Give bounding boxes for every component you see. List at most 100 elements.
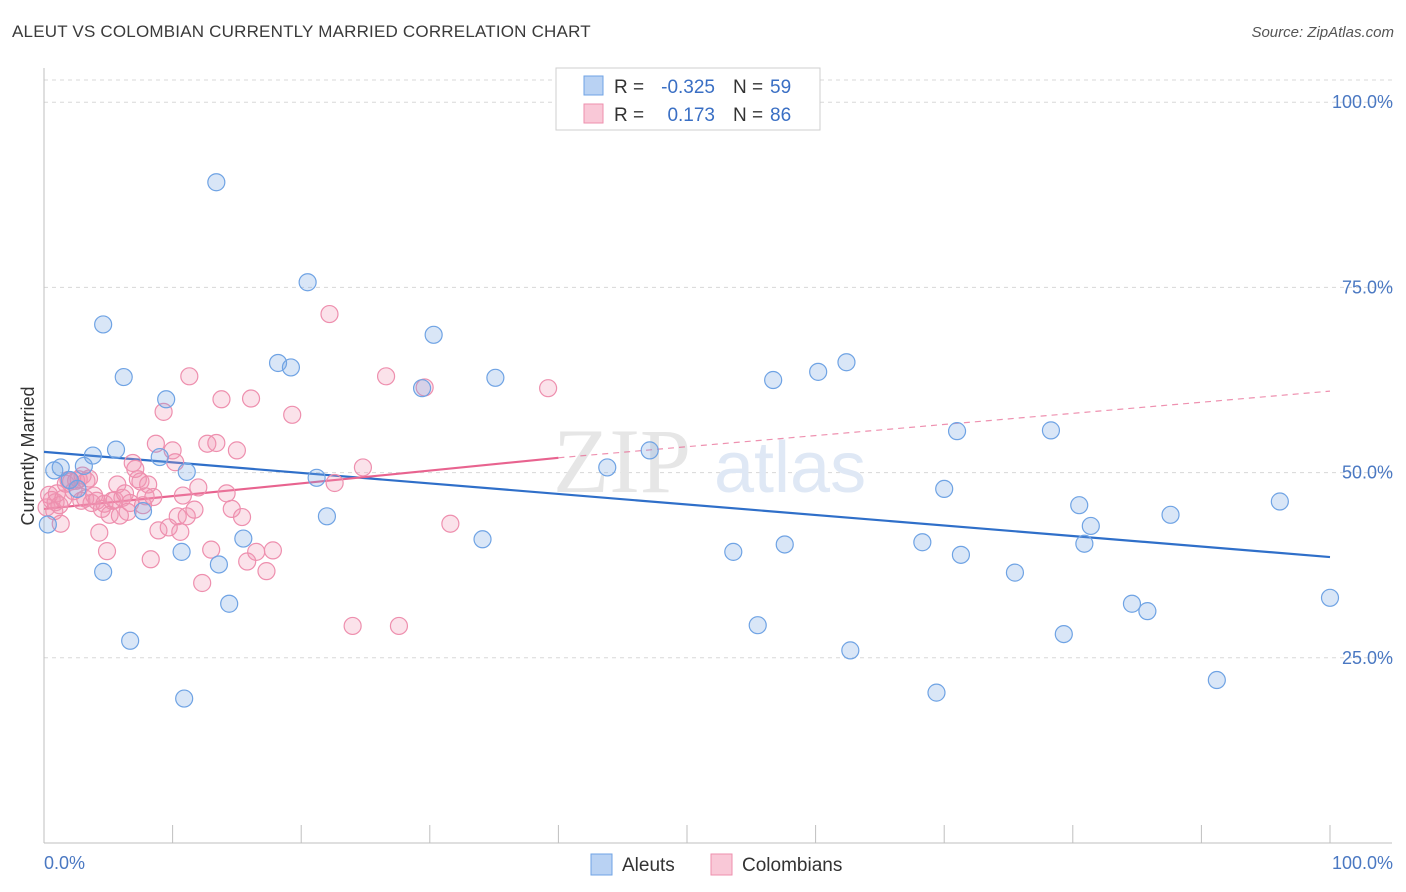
aleut-point	[157, 390, 176, 409]
colombian-point	[180, 367, 199, 386]
stats-legend: R = -0.325 N = 59 R = 0.173 N = 86	[555, 67, 821, 131]
x-tick-label-max: 100.0%	[1332, 853, 1393, 873]
aleut-point	[94, 315, 113, 334]
series-legend-swatch-colombian	[710, 853, 733, 876]
legend-aleut-r-label: R =	[614, 77, 644, 98]
tick-labels: 25.0% 50.0% 75.0% 100.0% 0.0% 100.0%	[44, 92, 1393, 873]
colombian-point	[257, 562, 276, 581]
aleut-point	[1207, 670, 1226, 690]
aleut-point	[83, 446, 102, 465]
colombian-point	[193, 573, 212, 593]
legend-colombian-r-label: R =	[614, 105, 644, 126]
y-tick-label-100: 100.0%	[1332, 92, 1393, 112]
aleut-point	[412, 379, 432, 398]
aleut-point	[68, 479, 87, 499]
legend-swatch-aleut	[583, 75, 604, 96]
series-legend-colombian-label: Colombians	[742, 855, 842, 876]
aleut-point	[1270, 492, 1289, 511]
aleut-point	[150, 447, 169, 467]
aleut-point	[51, 458, 70, 477]
colombian-point	[173, 486, 192, 505]
colombian-point	[241, 389, 261, 408]
aleut-point	[775, 535, 794, 554]
aleut-point	[234, 529, 253, 548]
aleut-point	[473, 530, 492, 549]
aleut-point	[209, 555, 228, 574]
colombian-point	[144, 487, 163, 507]
aleut-point	[809, 362, 828, 381]
colombian-point	[343, 616, 362, 636]
aleut-point	[207, 173, 226, 192]
colombian-point	[171, 522, 190, 541]
colombian-point	[207, 433, 226, 453]
aleut-point	[1075, 534, 1094, 553]
legend-aleut-n-label: N =	[733, 77, 763, 98]
aleut-point	[281, 358, 301, 377]
aleut-point	[121, 631, 140, 650]
source-label: Source: ZipAtlas.com	[1251, 24, 1394, 41]
colombian-point	[283, 405, 302, 424]
series-legend-aleut-label: Aleuts	[622, 855, 675, 876]
aleut-point	[177, 462, 196, 481]
colombian-points	[37, 304, 558, 636]
colombian-point	[389, 616, 409, 636]
colombian-point	[320, 304, 339, 324]
aleut-point	[947, 422, 967, 441]
colombian-point	[128, 470, 147, 489]
aleut-point	[486, 368, 505, 387]
x-tick-label-min: 0.0%	[44, 853, 85, 873]
colombian-point	[247, 542, 266, 561]
y-tick-label-50: 50.0%	[1342, 463, 1393, 483]
colombian-point	[202, 540, 221, 559]
aleut-point	[1320, 588, 1340, 607]
colombian-point	[141, 550, 160, 569]
colombian-point	[90, 523, 109, 542]
legend-aleut-n-value: 59	[770, 77, 791, 98]
colombian-point	[136, 487, 155, 506]
colombian-point	[115, 484, 135, 503]
aleut-point	[38, 515, 57, 534]
colombian-point	[441, 514, 460, 533]
series-legend-swatch-aleut	[590, 853, 613, 876]
aleut-point	[748, 616, 767, 635]
colombian-point	[217, 484, 236, 503]
aleut-point	[1041, 421, 1061, 440]
aleut-point	[220, 594, 239, 613]
aleut-point	[1054, 625, 1073, 644]
axes	[43, 68, 1392, 844]
legend-colombian-r-value: 0.173	[667, 105, 715, 126]
grid-lines	[44, 79, 1392, 659]
colombian-point	[376, 367, 396, 386]
aleut-points	[38, 173, 1340, 708]
aleut-point	[133, 502, 153, 521]
legend-swatch-colombian	[583, 103, 604, 124]
aleut-point	[935, 479, 954, 499]
chart-title: ALEUT VS COLOMBIAN CURRENTLY MARRIED COR…	[12, 22, 591, 41]
colombian-point	[54, 489, 73, 508]
aleut-point	[837, 353, 856, 372]
aleut-point	[94, 562, 113, 581]
aleut-point	[317, 507, 337, 526]
aleut-point	[927, 683, 946, 702]
aleut-point	[307, 468, 326, 487]
legend-colombian-n-value: 86	[770, 105, 791, 126]
colombian-trend-line-extension	[558, 390, 1331, 459]
aleut-point	[913, 533, 932, 552]
colombian-point	[97, 542, 117, 561]
watermark-atlas: atlas	[714, 428, 866, 508]
colombian-point	[227, 441, 246, 460]
watermark-zip: ZIP	[553, 410, 691, 512]
colombian-point	[189, 478, 208, 497]
aleut-point	[1005, 563, 1025, 582]
aleut-point	[1138, 602, 1157, 621]
colombian-point	[51, 514, 70, 533]
aleut-point	[1081, 516, 1100, 536]
legend-aleut-r-value: -0.325	[661, 77, 715, 98]
aleut-trend-line	[43, 450, 1331, 559]
aleut-point	[172, 542, 191, 561]
colombian-point	[539, 379, 558, 398]
colombian-point	[232, 507, 252, 527]
legend-colombian-n-label: N =	[733, 105, 763, 126]
y-axis-label: Currently Married	[18, 386, 38, 525]
